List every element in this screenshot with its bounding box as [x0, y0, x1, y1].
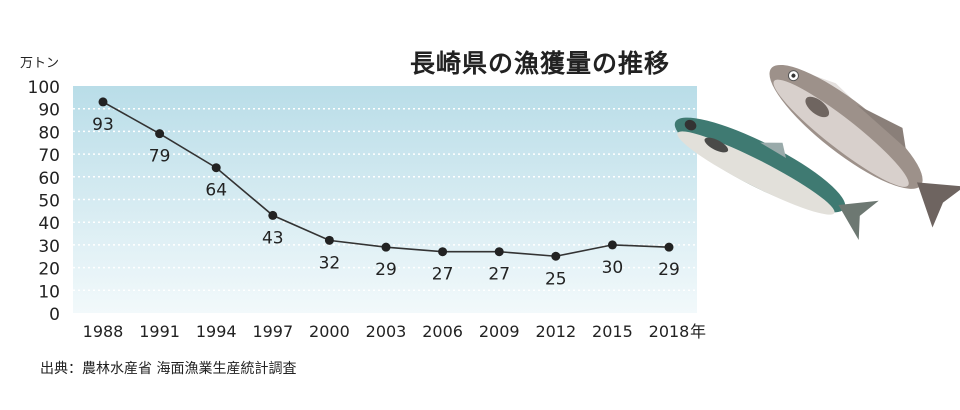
data-label: 32	[319, 253, 341, 273]
source-note: 出典：農林水産省 海面漁業生産統計調査	[40, 361, 297, 377]
data-label: 79	[149, 147, 171, 167]
y-tick-label: 50	[38, 192, 60, 212]
x-tick-label: 1988	[83, 322, 124, 341]
x-tick-label: 2003	[366, 322, 407, 341]
data-point	[155, 129, 165, 139]
x-axis-unit: 年	[690, 322, 706, 341]
x-tick-label: 2015	[592, 322, 633, 341]
data-point	[381, 242, 391, 252]
mackerel-icon	[674, 117, 879, 240]
x-tick-label: 1991	[139, 322, 180, 341]
chart-title: 長崎県の漁獲量の推移	[410, 49, 671, 78]
data-label: 64	[205, 181, 227, 201]
y-tick-label: 70	[38, 146, 60, 166]
y-tick-label: 90	[38, 101, 60, 121]
x-tick-label: 1994	[196, 322, 237, 341]
y-tick-label: 20	[38, 260, 60, 280]
data-point	[551, 251, 561, 261]
data-point	[438, 247, 448, 257]
data-label: 29	[658, 260, 680, 280]
data-point	[664, 242, 674, 252]
data-point	[98, 97, 108, 107]
fish-illustration	[674, 64, 960, 240]
y-axis-unit: 万トン	[20, 56, 59, 71]
data-point	[268, 210, 278, 220]
x-tick-label: 2009	[479, 322, 520, 341]
data-label: 27	[488, 265, 510, 285]
data-label: 25	[545, 269, 567, 289]
y-tick-label: 10	[38, 282, 60, 302]
y-tick-label: 30	[38, 237, 60, 257]
x-tick-label: 2000	[309, 322, 350, 341]
data-label: 43	[262, 228, 284, 248]
y-tick-label: 0	[49, 305, 60, 325]
data-point	[211, 163, 221, 173]
data-label: 30	[602, 258, 624, 278]
data-label: 27	[432, 265, 454, 285]
y-tick-label: 60	[38, 169, 60, 189]
sea-bass-icon	[769, 64, 960, 228]
data-label: 93	[92, 115, 114, 135]
x-tick-label: 2006	[422, 322, 463, 341]
data-point	[324, 235, 334, 245]
y-tick-label: 80	[38, 123, 60, 143]
y-tick-label: 100	[28, 78, 60, 98]
y-tick-label: 40	[38, 214, 60, 234]
x-tick-label: 1997	[252, 322, 293, 341]
data-point	[494, 247, 504, 257]
x-tick-label: 2012	[535, 322, 576, 341]
data-label: 29	[375, 260, 397, 280]
x-tick-label: 2018	[649, 322, 690, 341]
data-point	[607, 240, 617, 250]
